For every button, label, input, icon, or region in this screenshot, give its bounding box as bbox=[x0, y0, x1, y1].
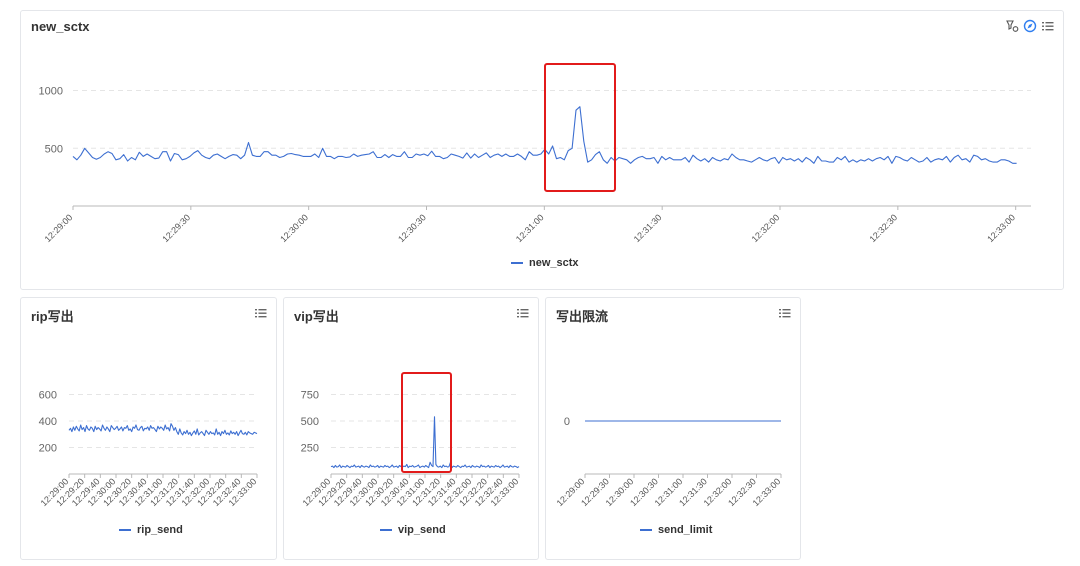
panel-title: vip写出 bbox=[294, 309, 339, 324]
y-tick-label: 750 bbox=[301, 390, 319, 402]
filter-icon[interactable] bbox=[1005, 19, 1019, 33]
list-icon[interactable] bbox=[516, 306, 530, 320]
new-sctx-chart: 500 1000 12:29:00 12:29:30 12:30:00 12:30:30 1… bbox=[39, 86, 1031, 244]
legend-swatch bbox=[119, 529, 131, 531]
panel-rip-send: rip写出 200 400 600 12:29:00 12:29:20 12:29:40 1… bbox=[20, 297, 277, 560]
legend-label: new_sctx bbox=[529, 257, 579, 269]
legend-vip-send[interactable]: vip_send bbox=[380, 524, 446, 536]
list-icon[interactable] bbox=[778, 306, 792, 320]
series-line-rip_send bbox=[68, 423, 258, 437]
spike-highlight-box bbox=[401, 372, 452, 473]
x-tick-label: 12:32:30 bbox=[867, 212, 899, 244]
spike-highlight-box bbox=[544, 63, 616, 192]
panel-title: new_sctx bbox=[31, 19, 90, 34]
send-limit-chart: 012:29:0012:29:3012:30:0012:30:3012:31:0… bbox=[555, 416, 783, 508]
panel-toolbar bbox=[254, 306, 268, 320]
panel-toolbar bbox=[778, 306, 792, 320]
legend-new-sctx[interactable]: new_sctx bbox=[511, 257, 579, 269]
x-tick-label: 12:30:00 bbox=[278, 212, 310, 244]
legend-label: vip_send bbox=[398, 524, 446, 536]
x-tick-label: 12:32:00 bbox=[750, 212, 782, 244]
y-tick-label: 250 bbox=[301, 443, 319, 455]
panel-title: rip写出 bbox=[31, 309, 74, 324]
legend-swatch bbox=[640, 529, 652, 531]
legend-label: rip_send bbox=[137, 524, 183, 536]
legend-rip-send[interactable]: rip_send bbox=[119, 524, 183, 536]
panel-toolbar bbox=[1005, 19, 1055, 33]
y-tick-label: 500 bbox=[301, 416, 319, 428]
legend-swatch bbox=[380, 529, 392, 531]
panel-new-sctx: new_sctx 500 1000 12:29:00 12:29:30 12:30:00… bbox=[20, 10, 1064, 290]
x-tick-label: 12:33:00 bbox=[985, 212, 1017, 244]
panel-toolbar bbox=[516, 306, 530, 320]
panel-title: 写出限流 bbox=[556, 309, 609, 324]
compass-icon[interactable] bbox=[1023, 19, 1037, 33]
list-icon[interactable] bbox=[254, 306, 268, 320]
y-tick-label: 500 bbox=[45, 143, 63, 155]
vip-send-chart: 25050075012:29:0012:29:2012:29:4012:30:0… bbox=[301, 390, 521, 509]
y-tick-label: 400 bbox=[39, 416, 57, 428]
y-tick-label: 0 bbox=[564, 416, 570, 428]
panel-vip-send: vip写出 250 500 750 12:29:00 12:29:20 12:29:40 1… bbox=[283, 297, 539, 560]
y-tick-label: 1000 bbox=[39, 86, 63, 98]
legend-send-limit[interactable]: send_limit bbox=[640, 524, 712, 536]
panel-send-limit: 写出限流 0 12:29:00 12:29:30 12:30:00 12:30:30 12… bbox=[545, 297, 801, 560]
y-tick-label: 600 bbox=[39, 390, 57, 402]
legend-swatch bbox=[511, 262, 523, 264]
x-tick-label: 12:29:30 bbox=[160, 212, 192, 244]
series-line-vip_send bbox=[330, 416, 520, 469]
x-tick-label: 12:31:30 bbox=[632, 212, 664, 244]
x-tick-label: 12:30:30 bbox=[396, 212, 428, 244]
x-tick-label: 12:29:00 bbox=[43, 212, 75, 244]
legend-label: send_limit bbox=[658, 524, 713, 536]
x-tick-label: 12:31:00 bbox=[514, 212, 546, 244]
list-icon[interactable] bbox=[1041, 19, 1055, 33]
rip-send-chart: 20040060012:29:0012:29:2012:29:4012:30:0… bbox=[39, 390, 259, 509]
y-tick-label: 200 bbox=[39, 443, 57, 455]
